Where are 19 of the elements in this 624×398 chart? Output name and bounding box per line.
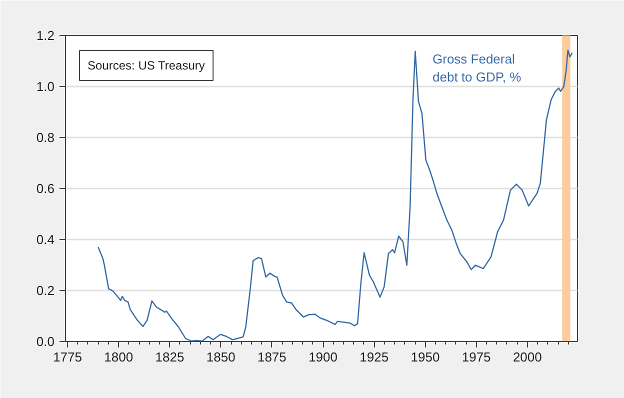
y-tick-label: 0.8 xyxy=(36,130,55,145)
y-tick-label: 0.2 xyxy=(36,283,55,298)
x-tick-label: 1775 xyxy=(53,350,82,364)
y-tick-label: 0.6 xyxy=(36,181,55,196)
x-tick-label: 1900 xyxy=(308,350,338,364)
y-tick-label: 1.0 xyxy=(36,79,55,94)
x-tick-label: 1925 xyxy=(360,350,389,364)
x-tick-label: 1975 xyxy=(462,350,491,364)
annotation: Sources: US Treasury xyxy=(88,58,205,72)
y-tick-label: 0.0 xyxy=(36,334,55,349)
x-tick-label: 1850 xyxy=(206,350,236,364)
x-tick-label: 1950 xyxy=(410,350,440,364)
x-tick-label: 1800 xyxy=(104,350,134,364)
x-tick-label: 1825 xyxy=(155,350,184,364)
series-label: Gross Federal debt to GDP, % xyxy=(432,52,522,84)
y-tick-label: 0.4 xyxy=(36,232,55,247)
x-tick-label: 1875 xyxy=(257,350,286,364)
x-tick-label: 2000 xyxy=(512,350,542,364)
y-tick-label: 1.2 xyxy=(36,28,55,43)
